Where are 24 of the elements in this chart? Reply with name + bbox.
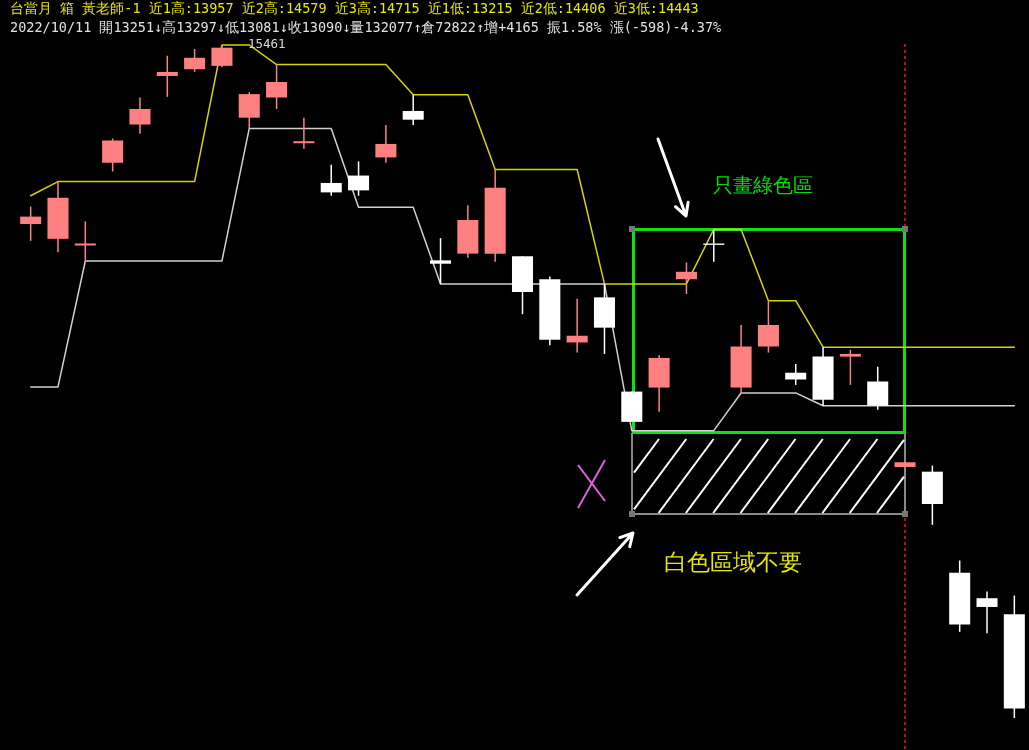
candlestick — [320, 164, 342, 197]
candlestick — [430, 237, 452, 285]
chart-subtitle: 2022/10/11 開13251↓高13297↓低13081↓收13090↓量132077↑倉72822↑增+4165 振1.58% 漲(-598)-4.37% — [10, 18, 722, 35]
candlestick — [74, 220, 96, 262]
candlestick — [20, 205, 42, 242]
annotation: 只畫綠色區 — [713, 173, 813, 197]
candlestick — [839, 349, 861, 386]
candlestick — [266, 63, 288, 110]
candlestick — [293, 116, 315, 150]
candlestick — [102, 137, 124, 173]
annotation: 15461 — [248, 36, 286, 51]
candlestick — [675, 261, 697, 295]
candlestick — [757, 299, 779, 354]
candlestick — [976, 590, 998, 634]
chart-title: 台當月 箱 黃老師-1 近1高:13957 近2高:14579 近3高:14715 近1低:13215 近2低:14406 近3低:14443 — [10, 0, 699, 16]
candlestick — [375, 124, 397, 164]
candlestick — [129, 96, 151, 135]
candlestick — [156, 55, 178, 98]
candlestick — [348, 160, 370, 197]
candlestick — [238, 91, 260, 130]
candlestick — [402, 94, 424, 126]
candlestick — [184, 48, 206, 73]
annotation: 白色區域不要 — [664, 549, 802, 575]
candlestick — [211, 44, 233, 68]
